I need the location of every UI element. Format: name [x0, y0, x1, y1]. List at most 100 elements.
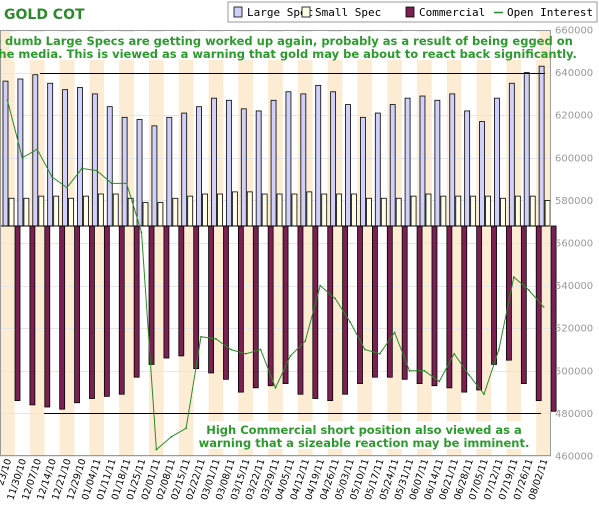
bar-marks	[2, 65, 557, 412]
commercial-bar	[208, 225, 214, 374]
y-tick-label: 460000	[555, 452, 593, 463]
large-spec-bar	[211, 97, 217, 227]
open-interest-point	[408, 369, 411, 372]
commercial-bar	[282, 225, 289, 384]
large-spec-bar	[181, 112, 188, 227]
chart-title: GOLD COT	[4, 7, 85, 23]
open-interest-point	[483, 393, 485, 396]
open-interest-point	[229, 348, 232, 351]
commercial-bar	[342, 225, 349, 395]
legend-swatch	[405, 6, 415, 18]
y-tick-label: 540000	[555, 281, 593, 292]
large-spec-bar	[151, 125, 158, 227]
small-spec-bar	[83, 195, 89, 227]
annotation-commercial-line: warning that a sizeable reaction may be …	[199, 436, 530, 450]
open-interest-point	[215, 337, 217, 340]
y-tick-label: 660000	[555, 26, 593, 37]
large-spec-bar	[434, 99, 441, 227]
annotations: The dumb Large Specs are getting worked …	[0, 32, 577, 450]
small-spec-bar	[514, 195, 521, 227]
large-spec-bar	[360, 116, 366, 227]
large-spec-bar	[330, 91, 337, 227]
annotation-large-specs-line: by the media. This is viewed as a warnin…	[0, 47, 577, 61]
large-spec-bar	[62, 89, 68, 227]
open-interest-point	[259, 348, 262, 351]
y-tick-label: 560000	[555, 239, 593, 250]
y-tick-label: 520000	[555, 324, 593, 335]
commercial-bar	[178, 225, 185, 357]
small-spec-bar	[97, 193, 104, 227]
small-spec-bar	[187, 195, 194, 227]
small-spec-bar	[425, 193, 432, 227]
open-interest-point	[95, 169, 98, 172]
x-axis: 23/1011/30/1012/07/1012/14/1012/21/1012/…	[0, 458, 550, 502]
small-spec-bar	[53, 195, 60, 227]
legend-swatch	[233, 6, 243, 18]
open-interest-point	[36, 148, 39, 151]
y-axis: 460000 480000 500000 520000 540000 560000 5800…	[555, 26, 593, 463]
large-spec-bar	[270, 99, 277, 227]
large-spec-bar	[404, 97, 411, 227]
large-spec-bar	[225, 99, 232, 227]
large-spec-bar	[91, 93, 98, 227]
commercial-bar	[118, 225, 125, 395]
open-interest-point	[140, 231, 143, 234]
commercial-bar	[252, 225, 259, 389]
y-tick-label: 580000	[555, 196, 593, 207]
open-interest-point	[319, 284, 322, 287]
commercial-bar	[223, 225, 229, 380]
small-spec-bar	[8, 197, 15, 227]
large-spec-bar	[106, 106, 113, 227]
y-tick-label: 500000	[555, 366, 593, 377]
small-spec-bar	[455, 195, 462, 227]
open-interest-point	[110, 182, 113, 185]
commercial-bar	[163, 225, 170, 359]
open-interest-point	[438, 380, 441, 383]
commercial-bar	[401, 225, 408, 380]
large-spec-bar	[374, 112, 381, 227]
open-interest-point	[66, 186, 68, 189]
open-interest-point	[170, 435, 173, 438]
open-interest-point	[185, 427, 188, 430]
large-spec-bar	[315, 84, 322, 227]
large-spec-bar	[2, 80, 9, 227]
commercial-bar	[14, 225, 21, 402]
small-spec-bar	[157, 202, 164, 227]
commercial-bar	[386, 225, 393, 378]
open-interest-point	[542, 306, 545, 308]
legend-item-label: Large Spec	[247, 6, 313, 19]
small-spec-bar	[544, 199, 551, 227]
commercial-bar	[59, 225, 66, 410]
commercial-bar	[297, 225, 304, 395]
commercial-bar	[148, 225, 155, 365]
commercial-bar	[357, 225, 363, 384]
annotation-large-specs-line: The dumb Large Specs are getting worked …	[0, 34, 573, 48]
commercial-bar	[535, 225, 542, 402]
annotation-commercial-background	[207, 421, 527, 449]
legend-item-label: Small Spec	[315, 6, 381, 19]
open-interest-point	[155, 448, 158, 451]
small-spec-bar	[440, 195, 447, 227]
commercial-bar	[193, 225, 200, 370]
small-spec-bar	[217, 193, 223, 227]
open-interest-point	[304, 340, 307, 342]
annotation-large-specs-background	[10, 32, 540, 60]
large-spec-bar	[47, 82, 54, 227]
open-interest-point	[349, 320, 351, 323]
open-interest-point	[21, 156, 24, 159]
open-interest-point	[378, 352, 381, 355]
commercial-bar	[550, 225, 557, 412]
annotation-commercial-line: High Commercial short position also view…	[206, 423, 522, 437]
small-spec-bar	[202, 193, 208, 227]
small-spec-bar	[23, 197, 30, 227]
commercial-bar	[431, 225, 438, 387]
y-tick-label: 600000	[555, 153, 593, 164]
open-interest-point	[334, 297, 336, 300]
open-interest-point	[393, 331, 396, 334]
large-spec-bar	[389, 104, 396, 227]
small-spec-bar	[366, 197, 372, 227]
small-spec-bar	[246, 191, 253, 227]
small-spec-bar	[351, 193, 357, 227]
small-spec-bar	[276, 193, 283, 227]
commercial-bar	[461, 225, 468, 393]
